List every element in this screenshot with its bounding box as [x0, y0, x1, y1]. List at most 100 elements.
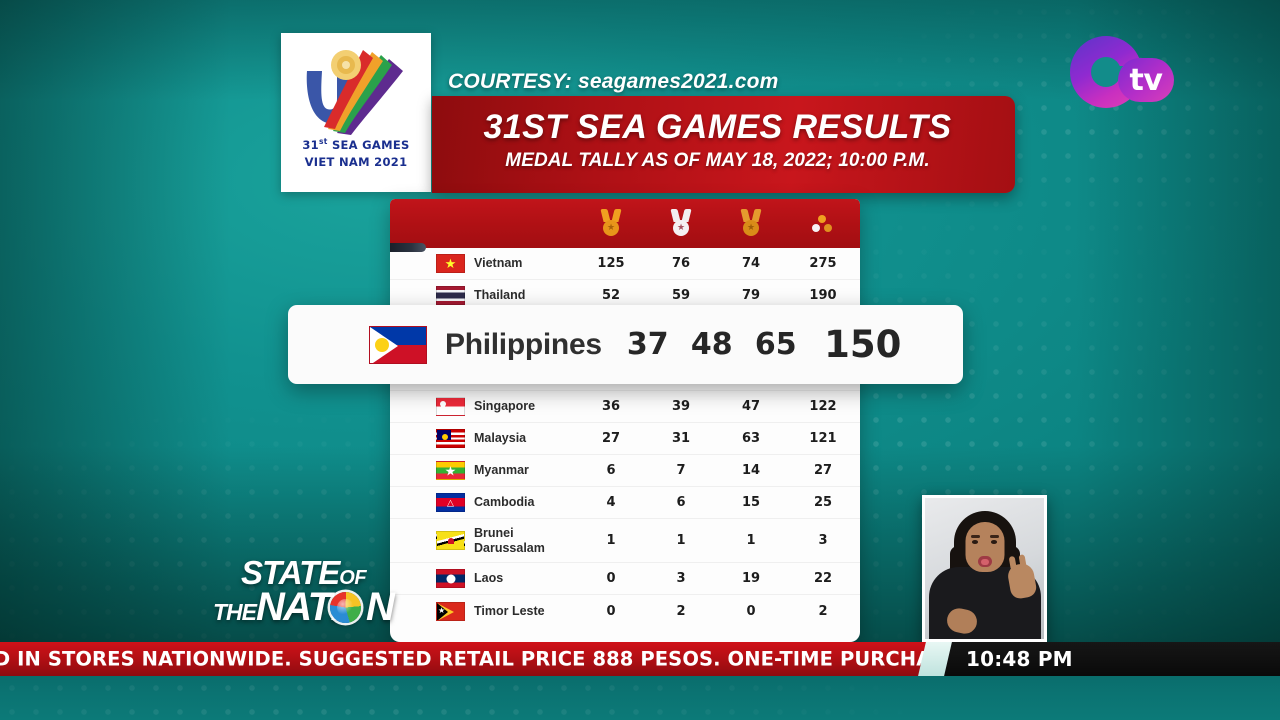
program-logo-bug: STATEOF THENATI N	[213, 556, 398, 630]
program-logo-orb-icon	[330, 592, 361, 623]
country-flag-cell	[390, 429, 474, 448]
table-row: Thailand 52 59 79 190	[390, 280, 860, 312]
program-logo-line2: THENATI N	[213, 585, 395, 629]
highlight-total-count: 150	[824, 323, 902, 366]
table-side-tab	[390, 243, 426, 252]
silver-count: 3	[676, 571, 686, 586]
interpreter-brow-left	[970, 535, 980, 538]
interpreter-eye-right	[990, 540, 997, 544]
gtv-channel-logo: tv	[1070, 36, 1176, 108]
table-row: ★ Myanmar 6 7 14 27	[390, 455, 860, 487]
gold-count: 0	[606, 603, 616, 619]
gtv-tv-label: tv	[1118, 58, 1174, 102]
highlight-bronze-count: 65	[754, 327, 797, 362]
philippines-highlight-panel: Philippines 37 48 65 150	[288, 305, 963, 384]
silver-count: 2	[676, 603, 686, 619]
gold-count: 27	[601, 431, 621, 446]
ticker-text-area: D IN STORES NATIONWIDE. SUGGESTED RETAIL…	[0, 642, 934, 676]
results-title-banner: 31ST SEA GAMES RESULTS MEDAL TALLY AS OF…	[432, 96, 1015, 193]
sign-language-interpreter-inset	[922, 495, 1047, 642]
flag-malaysia	[436, 429, 465, 448]
country-flag-cell	[390, 531, 474, 550]
on-air-clock: 10:48 PM	[966, 647, 1073, 671]
medal-tally-table: ★ ★ ★	[390, 199, 860, 642]
silver-count: 6	[676, 495, 686, 510]
flag-timor-leste: ★	[436, 601, 465, 621]
silver-count: 1	[676, 533, 686, 548]
silver-count: 76	[671, 256, 691, 271]
total-count: 22	[813, 571, 833, 586]
country-name: Brunei Darussalam	[474, 526, 576, 556]
flag-singapore	[436, 397, 465, 416]
bronze-count: 0	[746, 603, 756, 619]
page-subtitle: MEDAL TALLY AS OF MAY 18, 2022; 10:00 P.…	[505, 150, 930, 171]
silver-count: 7	[676, 463, 686, 478]
ticker-headline-text: D IN STORES NATIONWIDE. SUGGESTED RETAIL…	[0, 647, 934, 671]
country-flag-cell	[390, 286, 474, 305]
sea-games-logo-card: 31st SEA GAMES VIET NAM 2021	[281, 33, 431, 192]
table-row: △ Cambodia 4 6 15 25	[390, 487, 860, 519]
ticker-clock-area: 10:48 PM	[940, 642, 1280, 676]
bronze-count: 79	[741, 288, 761, 303]
total-count: 3	[818, 533, 828, 548]
gold-count: 52	[601, 288, 621, 303]
country-name: Myanmar	[474, 463, 529, 478]
table-row: ★ Timor Leste 0 2 0 2	[390, 595, 860, 627]
page-title: 31ST SEA GAMES RESULTS	[483, 108, 952, 146]
gold-count: 0	[606, 571, 616, 586]
column-header-silver: ★	[646, 208, 716, 239]
program-logo-line1: STATEOF	[241, 554, 367, 591]
bronze-count: 15	[741, 495, 761, 510]
bottom-dot-pattern	[0, 676, 1280, 720]
country-name: Cambodia	[474, 495, 535, 510]
total-count: 27	[813, 463, 833, 478]
country-name-line1: Brunei	[474, 525, 514, 540]
total-count: 190	[809, 288, 837, 303]
column-header-bronze: ★	[716, 208, 786, 239]
flag-thailand	[436, 286, 465, 305]
highlight-gold-count: 37	[626, 327, 669, 362]
country-flag-cell: △	[390, 493, 474, 512]
country-flag-cell: ★	[390, 601, 474, 621]
gold-count: 1	[606, 533, 616, 548]
gold-medal-icon: ★	[600, 208, 622, 239]
flag-brunei	[436, 531, 465, 550]
silver-count: 31	[671, 431, 691, 446]
flag-myanmar: ★	[436, 461, 465, 480]
flag-cambodia: △	[436, 493, 465, 512]
flag-laos	[436, 569, 465, 588]
silver-count: 59	[671, 288, 691, 303]
silver-medal-icon: ★	[670, 208, 692, 239]
gold-count: 125	[597, 256, 625, 271]
flag-philippines-large	[369, 325, 427, 364]
interpreter-mouth	[977, 556, 992, 567]
country-name: Timor Leste	[474, 603, 545, 618]
highlight-silver-count: 48	[690, 327, 733, 362]
country-name: Vietnam	[474, 256, 523, 271]
total-count: 275	[809, 256, 837, 271]
highlight-country-name: Philippines	[445, 327, 602, 361]
silver-count: 39	[671, 399, 691, 414]
column-header-gold: ★	[576, 208, 646, 239]
table-row: Brunei Darussalam 1 1 1 3	[390, 519, 860, 563]
column-header-total	[786, 213, 860, 235]
country-name: Laos	[474, 571, 504, 586]
country-name: Thailand	[474, 288, 526, 303]
bronze-count: 1	[746, 533, 756, 548]
table-row: Malaysia 27 31 63 121	[390, 423, 860, 455]
bronze-count: 14	[741, 463, 761, 478]
country-name: Malaysia	[474, 431, 527, 446]
bronze-medal-icon: ★	[740, 208, 762, 239]
table-row: Singapore 36 39 47 122	[390, 391, 860, 423]
bronze-count: 74	[741, 256, 761, 271]
country-flag-cell	[390, 569, 474, 588]
gold-count: 36	[601, 399, 621, 414]
country-flag-cell: ★	[390, 254, 474, 273]
table-header-row: ★ ★ ★	[390, 199, 860, 252]
total-medals-icon	[811, 213, 835, 235]
total-count: 122	[809, 399, 837, 414]
bronze-count: 63	[741, 431, 761, 446]
country-flag-cell: ★	[390, 461, 474, 480]
sea-games-emblem-icon	[306, 50, 403, 135]
